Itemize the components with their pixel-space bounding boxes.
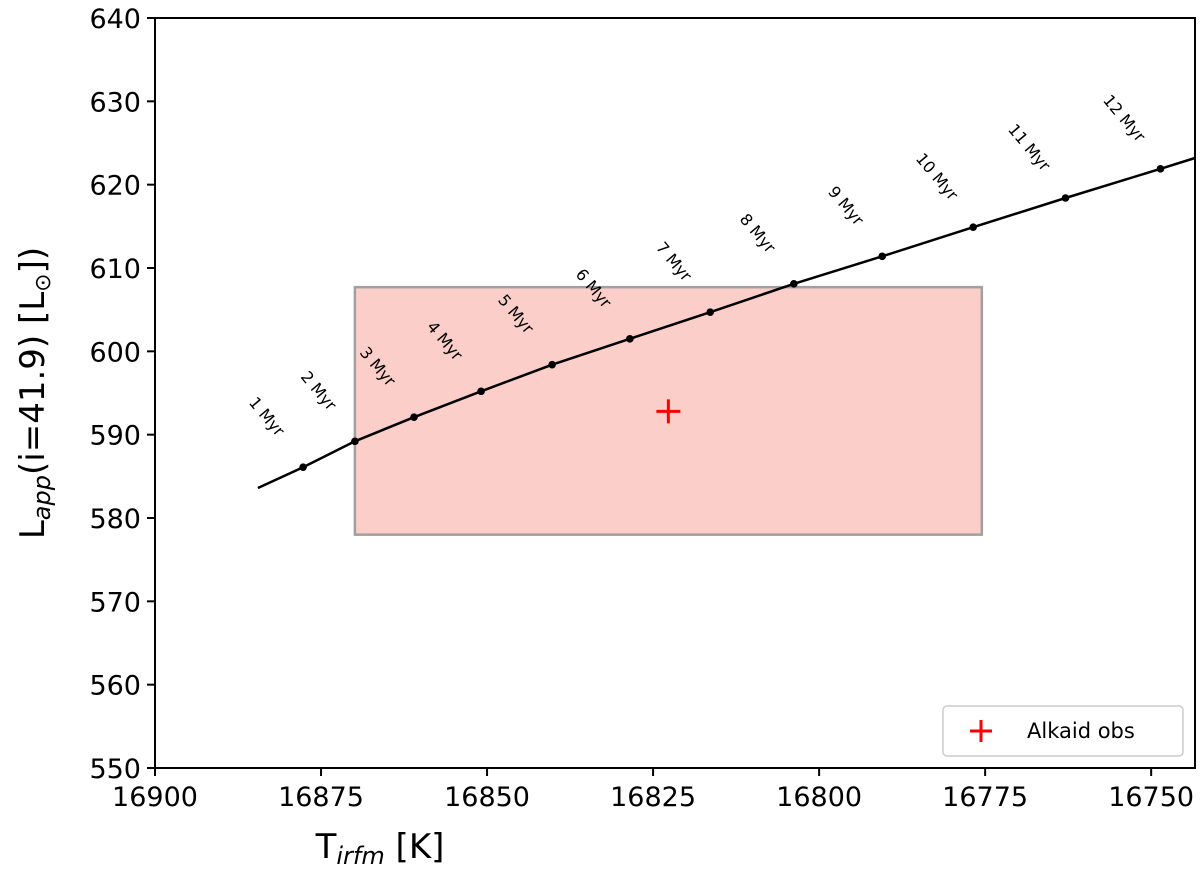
age-label: 7 Myr	[652, 238, 696, 285]
age-marker	[790, 280, 798, 288]
y-tick-label: 630	[89, 87, 141, 118]
plot-frame	[154, 17, 1196, 769]
y-label-rest: (i=41.9) [L	[13, 292, 53, 475]
x-label-sub: irfm	[336, 842, 384, 870]
age-label: 1 Myr	[245, 393, 289, 440]
y-tick-label: 570	[89, 587, 141, 618]
age-marker	[1061, 194, 1070, 202]
x-tick-label: 16900	[112, 782, 198, 813]
age-label: 8 Myr	[736, 210, 780, 257]
x-label-unit: [K]	[385, 827, 445, 867]
age-label: 10 Myr	[912, 149, 962, 204]
x-tick-label: 16875	[278, 782, 364, 813]
age-marker	[548, 360, 556, 369]
evolution-track	[257, 156, 1196, 490]
y-label-main: L	[13, 520, 53, 539]
x-tick-label: 16775	[942, 782, 1028, 813]
x-label-main: T	[315, 827, 337, 867]
x-tick-label: 16850	[444, 782, 530, 813]
y-tick-label: 550	[89, 754, 141, 785]
age-marker	[351, 437, 359, 446]
observation-marker	[656, 399, 681, 424]
age-marker	[299, 463, 307, 471]
age-marker	[477, 387, 485, 396]
y-label-sub: app	[28, 475, 56, 520]
y-tick-label: 560	[89, 671, 141, 702]
y-tick-label: 580	[89, 504, 141, 535]
y-tick-label: 590	[89, 421, 141, 452]
age-label: 11 Myr	[1004, 120, 1054, 175]
y-tick-label: 620	[89, 171, 141, 202]
age-label: 12 Myr	[1099, 91, 1149, 146]
age-marker	[410, 413, 418, 421]
age-label: 2 Myr	[297, 367, 341, 414]
age-marker	[969, 223, 977, 231]
y-tick-label: 640	[89, 4, 141, 35]
y-axis-label: Lapp(i=41.9) [L⊙])	[13, 247, 56, 539]
legend-label: Alkaid obs	[1027, 719, 1135, 743]
x-tick-label: 16750	[1108, 782, 1194, 813]
age-marker	[1156, 165, 1165, 173]
y-tick-label: 610	[89, 254, 141, 285]
y-tick-label: 600	[89, 337, 141, 368]
y-label-sun: ⊙	[31, 273, 56, 291]
y-label-end: ])	[13, 247, 53, 274]
age-marker	[626, 335, 634, 343]
x-axis-label: Tirfm [K]	[315, 827, 445, 870]
legend-box	[942, 705, 1184, 757]
x-tick-label: 16800	[776, 782, 862, 813]
x-tick-label: 16825	[610, 782, 696, 813]
age-marker	[878, 252, 887, 261]
legend: Alkaid obs	[942, 705, 1184, 757]
age-marker	[706, 308, 714, 316]
age-label: 9 Myr	[824, 182, 868, 229]
